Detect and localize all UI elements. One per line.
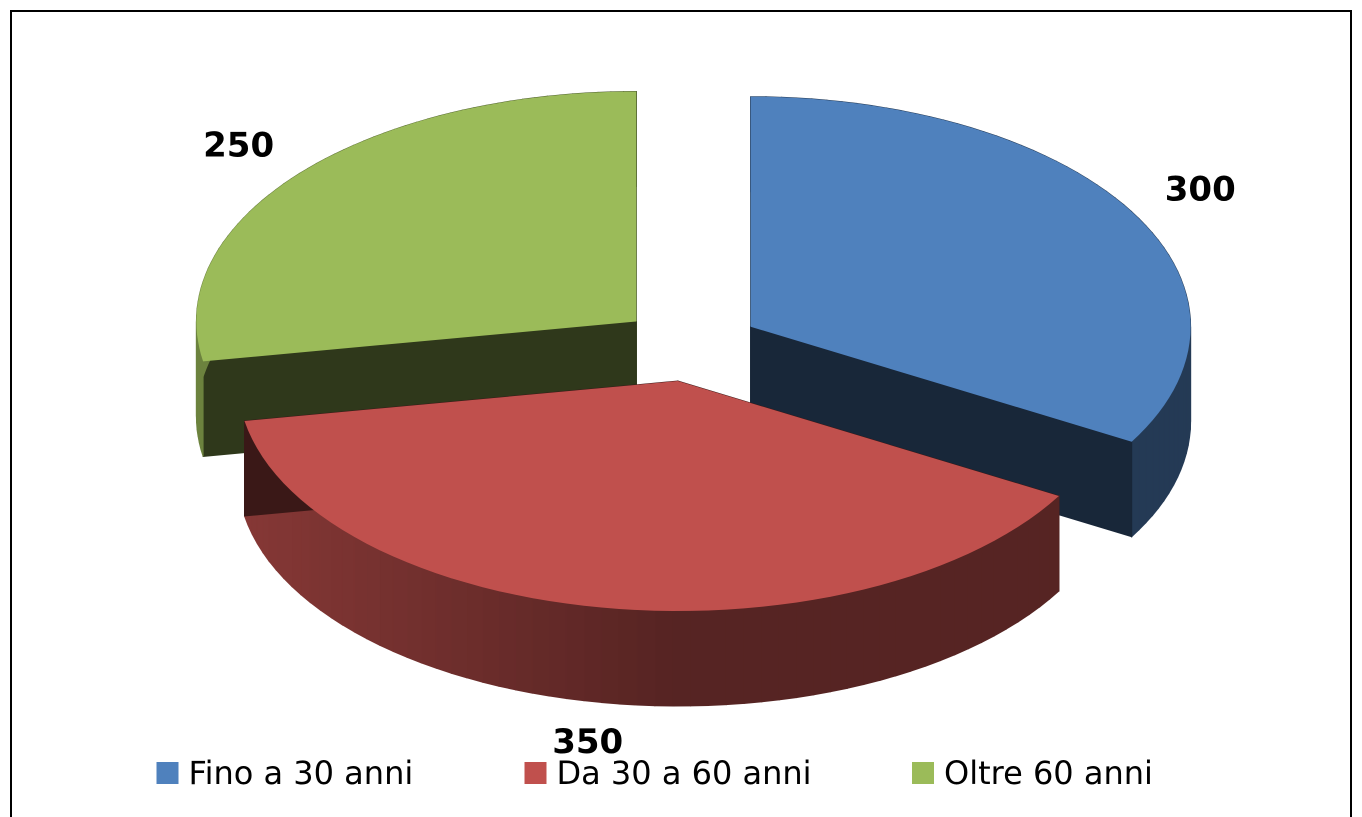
slice-side: [654, 610, 674, 707]
slice-side: [954, 552, 969, 656]
slice-side: [466, 582, 484, 683]
slice-side: [309, 506, 321, 612]
pie-slice: [244, 380, 1060, 707]
slice-side: [1131, 433, 1140, 538]
slice-side: [565, 602, 585, 702]
legend-label: Da 30 a 60 anni: [557, 754, 812, 792]
slice-side: [895, 575, 912, 677]
slice-side: [600, 606, 620, 705]
slice-side: [482, 586, 500, 687]
slice-side: [846, 588, 865, 689]
slice-side: [319, 514, 332, 619]
slice-side: [531, 597, 550, 697]
slice-side: [548, 600, 567, 700]
slice-side: [514, 594, 533, 694]
slice-side: [940, 559, 956, 662]
slice-side: [1049, 494, 1060, 601]
slice-side: [1028, 510, 1041, 616]
slice-side: [636, 609, 656, 707]
slice-top: [196, 91, 637, 362]
legend-swatch: [524, 762, 547, 784]
slice-side: [910, 570, 927, 672]
slice-side: [796, 599, 815, 699]
slice-side: [300, 498, 311, 604]
slice-side: [1039, 502, 1051, 608]
legend-label: Oltre 60 anni: [944, 754, 1153, 792]
slice-side: [406, 561, 422, 664]
slice-side: [863, 584, 881, 686]
slice-side: [353, 536, 368, 640]
slice-side: [330, 521, 343, 626]
slice-side: [879, 580, 897, 682]
slice-side: [435, 572, 452, 674]
slice-side: [925, 564, 942, 667]
slice-side: [618, 608, 638, 706]
slice-side: [341, 529, 355, 633]
slice-side: [1177, 374, 1182, 478]
slice-side: [498, 590, 516, 691]
slice-side: [672, 610, 692, 707]
slice-side: [420, 567, 437, 669]
slice-side: [366, 542, 381, 647]
slice-side: [761, 604, 780, 703]
legend-label: Fino a 30 anni: [189, 754, 414, 792]
legend-swatch: [156, 762, 179, 784]
slice-side: [1163, 396, 1170, 503]
slice-top: [244, 381, 1059, 611]
slice-side: [1006, 525, 1019, 630]
slice-side: [981, 539, 995, 644]
slice-side: [813, 596, 832, 696]
slice-side: [450, 577, 468, 679]
slice-side: [830, 592, 848, 693]
slice-side: [725, 607, 745, 706]
slice-side: [1152, 411, 1160, 517]
slice-side: [778, 601, 798, 701]
slice-side: [379, 549, 394, 653]
slice-side: [743, 606, 763, 704]
slice-side: [690, 609, 709, 707]
legend: Fino a 30 anni Da 30 a 60 anni Oltre 60 an…: [156, 754, 1153, 792]
data-label: 350: [552, 722, 623, 762]
pie-slice: [195, 90, 637, 457]
slice-side: [1145, 419, 1154, 524]
slice-side: [392, 555, 408, 659]
slice-side: [1138, 426, 1147, 531]
slice-side: [1173, 382, 1179, 486]
slice-side: [993, 533, 1007, 637]
data-label: 300: [1165, 170, 1236, 210]
legend-swatch: [912, 762, 934, 784]
slice-side: [1017, 518, 1030, 623]
slice-top: [750, 96, 1191, 442]
pie: 250 300 350: [195, 90, 1236, 762]
slice-side: [1168, 388, 1175, 495]
slice-side: [583, 605, 602, 704]
data-label: 250: [203, 126, 274, 166]
slice-side: [967, 546, 983, 650]
slice-side: [708, 609, 727, 707]
slice-side: [1158, 403, 1165, 510]
